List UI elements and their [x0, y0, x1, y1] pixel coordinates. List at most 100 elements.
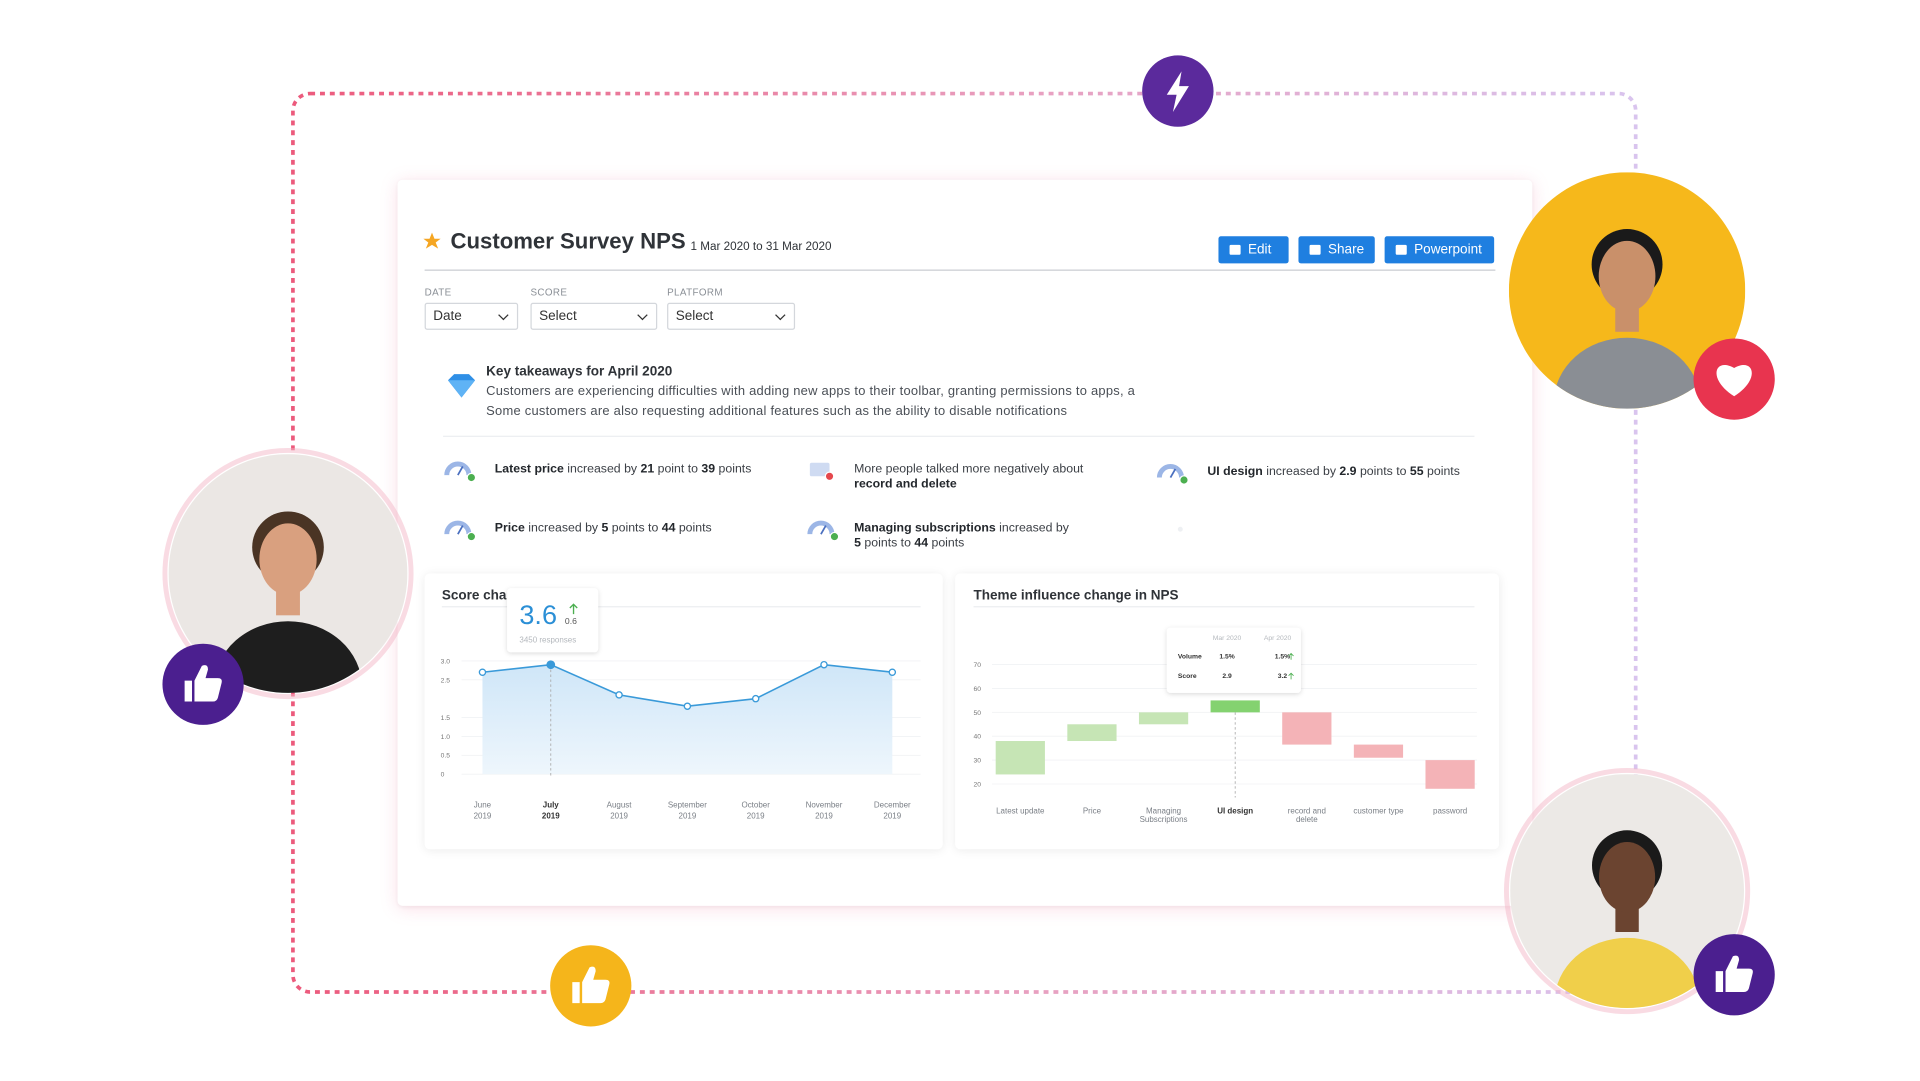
x-tick-label: December	[874, 800, 911, 809]
insight-text: points to	[1356, 465, 1410, 479]
y-tick-label: 60	[974, 686, 982, 693]
insight-strong: 44	[914, 536, 929, 551]
waterfall-bar	[1353, 744, 1404, 758]
insight-strong: 39	[701, 462, 716, 477]
x-tick-label: June	[474, 800, 492, 809]
x-tick-label: 2019	[610, 811, 628, 820]
y-tick-label: 1.5	[441, 715, 451, 722]
face	[1599, 841, 1656, 913]
thumb-icon	[572, 966, 610, 1004]
filter-label: PLATFORM	[667, 286, 723, 298]
insight-text: increased by	[1262, 465, 1340, 479]
button-label: Powerpoint	[1414, 242, 1482, 258]
x-tick-label: password	[1433, 807, 1467, 816]
gauge-needle	[457, 525, 464, 535]
y-tick-label: 0	[441, 772, 445, 779]
trend-dot	[1179, 475, 1189, 485]
card-icon	[809, 462, 830, 477]
date-range: 1 Mar 2020 to 31 Mar 2020	[690, 239, 832, 254]
face	[1598, 240, 1656, 312]
insight-text: point to	[654, 462, 702, 477]
insight-text: increased by	[563, 462, 641, 477]
insight-strong: Managing subscriptions	[854, 521, 996, 536]
button-label: Edit	[1247, 242, 1272, 258]
takeaway-line: Customers are experiencing difficulties …	[486, 383, 1136, 399]
insight-text: points	[675, 521, 712, 536]
waterfall-bar	[1067, 724, 1117, 742]
tooltip-cell: 3.2	[1278, 673, 1288, 680]
faint-icon	[1177, 526, 1183, 532]
thumb-icon	[1715, 955, 1753, 992]
insight-strong: 2.9	[1339, 465, 1357, 479]
line-point	[546, 660, 556, 670]
gauge-icon	[444, 520, 472, 535]
insight-line: UI design increased by 2.9 points to 55 …	[1207, 465, 1459, 480]
y-tick-label: 2.5	[441, 677, 451, 684]
photo	[1510, 774, 1744, 1008]
x-tick-label: 2019	[815, 811, 833, 820]
insight-strong: 5	[854, 536, 861, 551]
tooltip	[1166, 627, 1301, 693]
header-button[interactable]: Share	[1298, 236, 1375, 264]
insight: Latest price increased by 21 point to 39…	[495, 463, 752, 478]
insight-strong: Price	[494, 521, 525, 536]
chevron	[775, 309, 786, 321]
x-tick-label: Latest update	[996, 807, 1045, 816]
line-area	[482, 664, 893, 775]
chevron	[637, 309, 648, 321]
tooltip-column: Apr 2020	[1264, 635, 1292, 642]
y-tick-label: 40	[974, 734, 982, 741]
insight-text: points to	[860, 536, 915, 551]
filter-select[interactable]: Date	[424, 302, 519, 330]
line-point	[820, 660, 828, 669]
x-tick-label: Subscriptions	[1140, 815, 1188, 824]
takeaways-divider	[443, 435, 1475, 437]
filter-select[interactable]: Select	[667, 302, 796, 330]
x-tick-label: delete	[1296, 815, 1318, 824]
tooltip	[507, 588, 599, 653]
y-tick-label: 70	[974, 662, 982, 669]
body	[1553, 337, 1701, 409]
x-tick-label: October	[741, 800, 770, 809]
y-tick-label: 50	[974, 710, 982, 717]
insight-text: points	[1423, 465, 1460, 479]
photo	[1508, 172, 1746, 409]
filter-label: DATE	[424, 286, 452, 298]
button-icon	[1395, 244, 1407, 255]
chart-title: Theme influence change in NPS	[974, 587, 1179, 602]
insight-text: increased by	[524, 521, 602, 536]
insight: More people talked more negatively about…	[854, 463, 1083, 493]
insight-text: More people talked more negatively about	[854, 462, 1084, 477]
header-button[interactable]: Edit	[1218, 236, 1289, 264]
insight-line: Managing subscriptions increased by	[854, 522, 1069, 537]
tooltip-change: 0.6	[565, 616, 577, 626]
line-point	[683, 702, 692, 710]
body	[1554, 937, 1700, 1008]
header-divider	[424, 269, 1496, 271]
waterfall-bar	[1425, 760, 1475, 789]
x-tick-label: record and	[1288, 807, 1326, 816]
insight-text: points	[928, 536, 965, 551]
line-point	[888, 668, 897, 676]
takeaways-title: Key takeaways for April 2020	[486, 364, 673, 380]
filter-value: Select	[675, 308, 714, 324]
up-arrow	[1288, 652, 1294, 660]
insight-strong: 5	[601, 521, 609, 536]
insight: Managing subscriptions increased by 5 poi…	[854, 522, 1069, 552]
insight-strong: UI design	[1207, 465, 1263, 479]
insight-strong: Latest price	[494, 462, 564, 477]
tooltip-cell: 1.5%	[1275, 653, 1290, 660]
filter-select[interactable]: Select	[530, 302, 658, 330]
dashed-frame	[291, 91, 1638, 994]
header-button[interactable]: Powerpoint	[1384, 236, 1495, 264]
insight-line: More people talked more negatively about	[854, 463, 1083, 478]
insight-text: points to	[608, 521, 662, 536]
x-tick-label: customer type	[1353, 807, 1404, 816]
tooltip-responses: 3450 responses	[519, 635, 576, 644]
y-tick-label: 30	[974, 758, 982, 765]
x-tick-label: August	[607, 800, 633, 809]
filter-label: SCORE	[530, 286, 568, 298]
